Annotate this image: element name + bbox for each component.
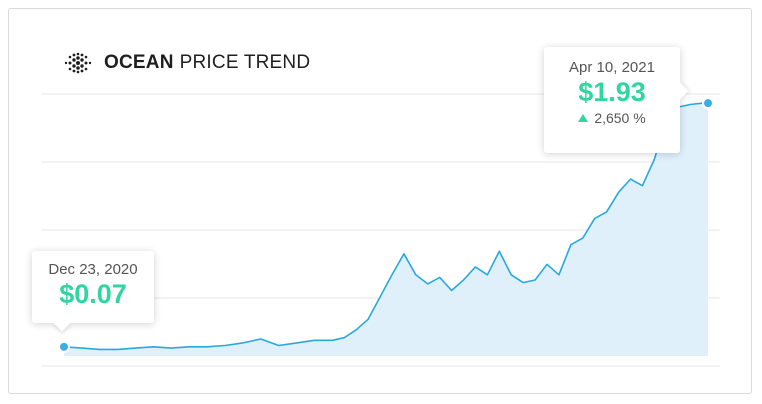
title-brand: OCEAN — [104, 52, 174, 73]
start-price: $0.07 — [59, 279, 127, 309]
up-triangle-icon — [578, 114, 589, 123]
ocean-logo-icon — [64, 52, 92, 74]
start-point — [58, 340, 70, 353]
title-rest: PRICE TREND — [179, 52, 311, 73]
start-date: Dec 23, 2020 — [48, 261, 138, 278]
chart-header: OCEAN PRICE TREND — [64, 52, 310, 74]
end-date: Apr 10, 2021 — [569, 59, 655, 76]
end-callout: Apr 10, 2021 $1.93 2,650 % — [544, 47, 689, 153]
end-change: 2,650 % — [544, 110, 680, 126]
start-callout: Dec 23, 2020 $0.07 — [32, 251, 154, 332]
end-point — [702, 97, 714, 110]
end-change-value: 2,650 % — [594, 110, 646, 127]
end-price: $1.93 — [578, 77, 646, 107]
price-area-fill — [64, 103, 708, 356]
price-line — [63, 102, 708, 351]
